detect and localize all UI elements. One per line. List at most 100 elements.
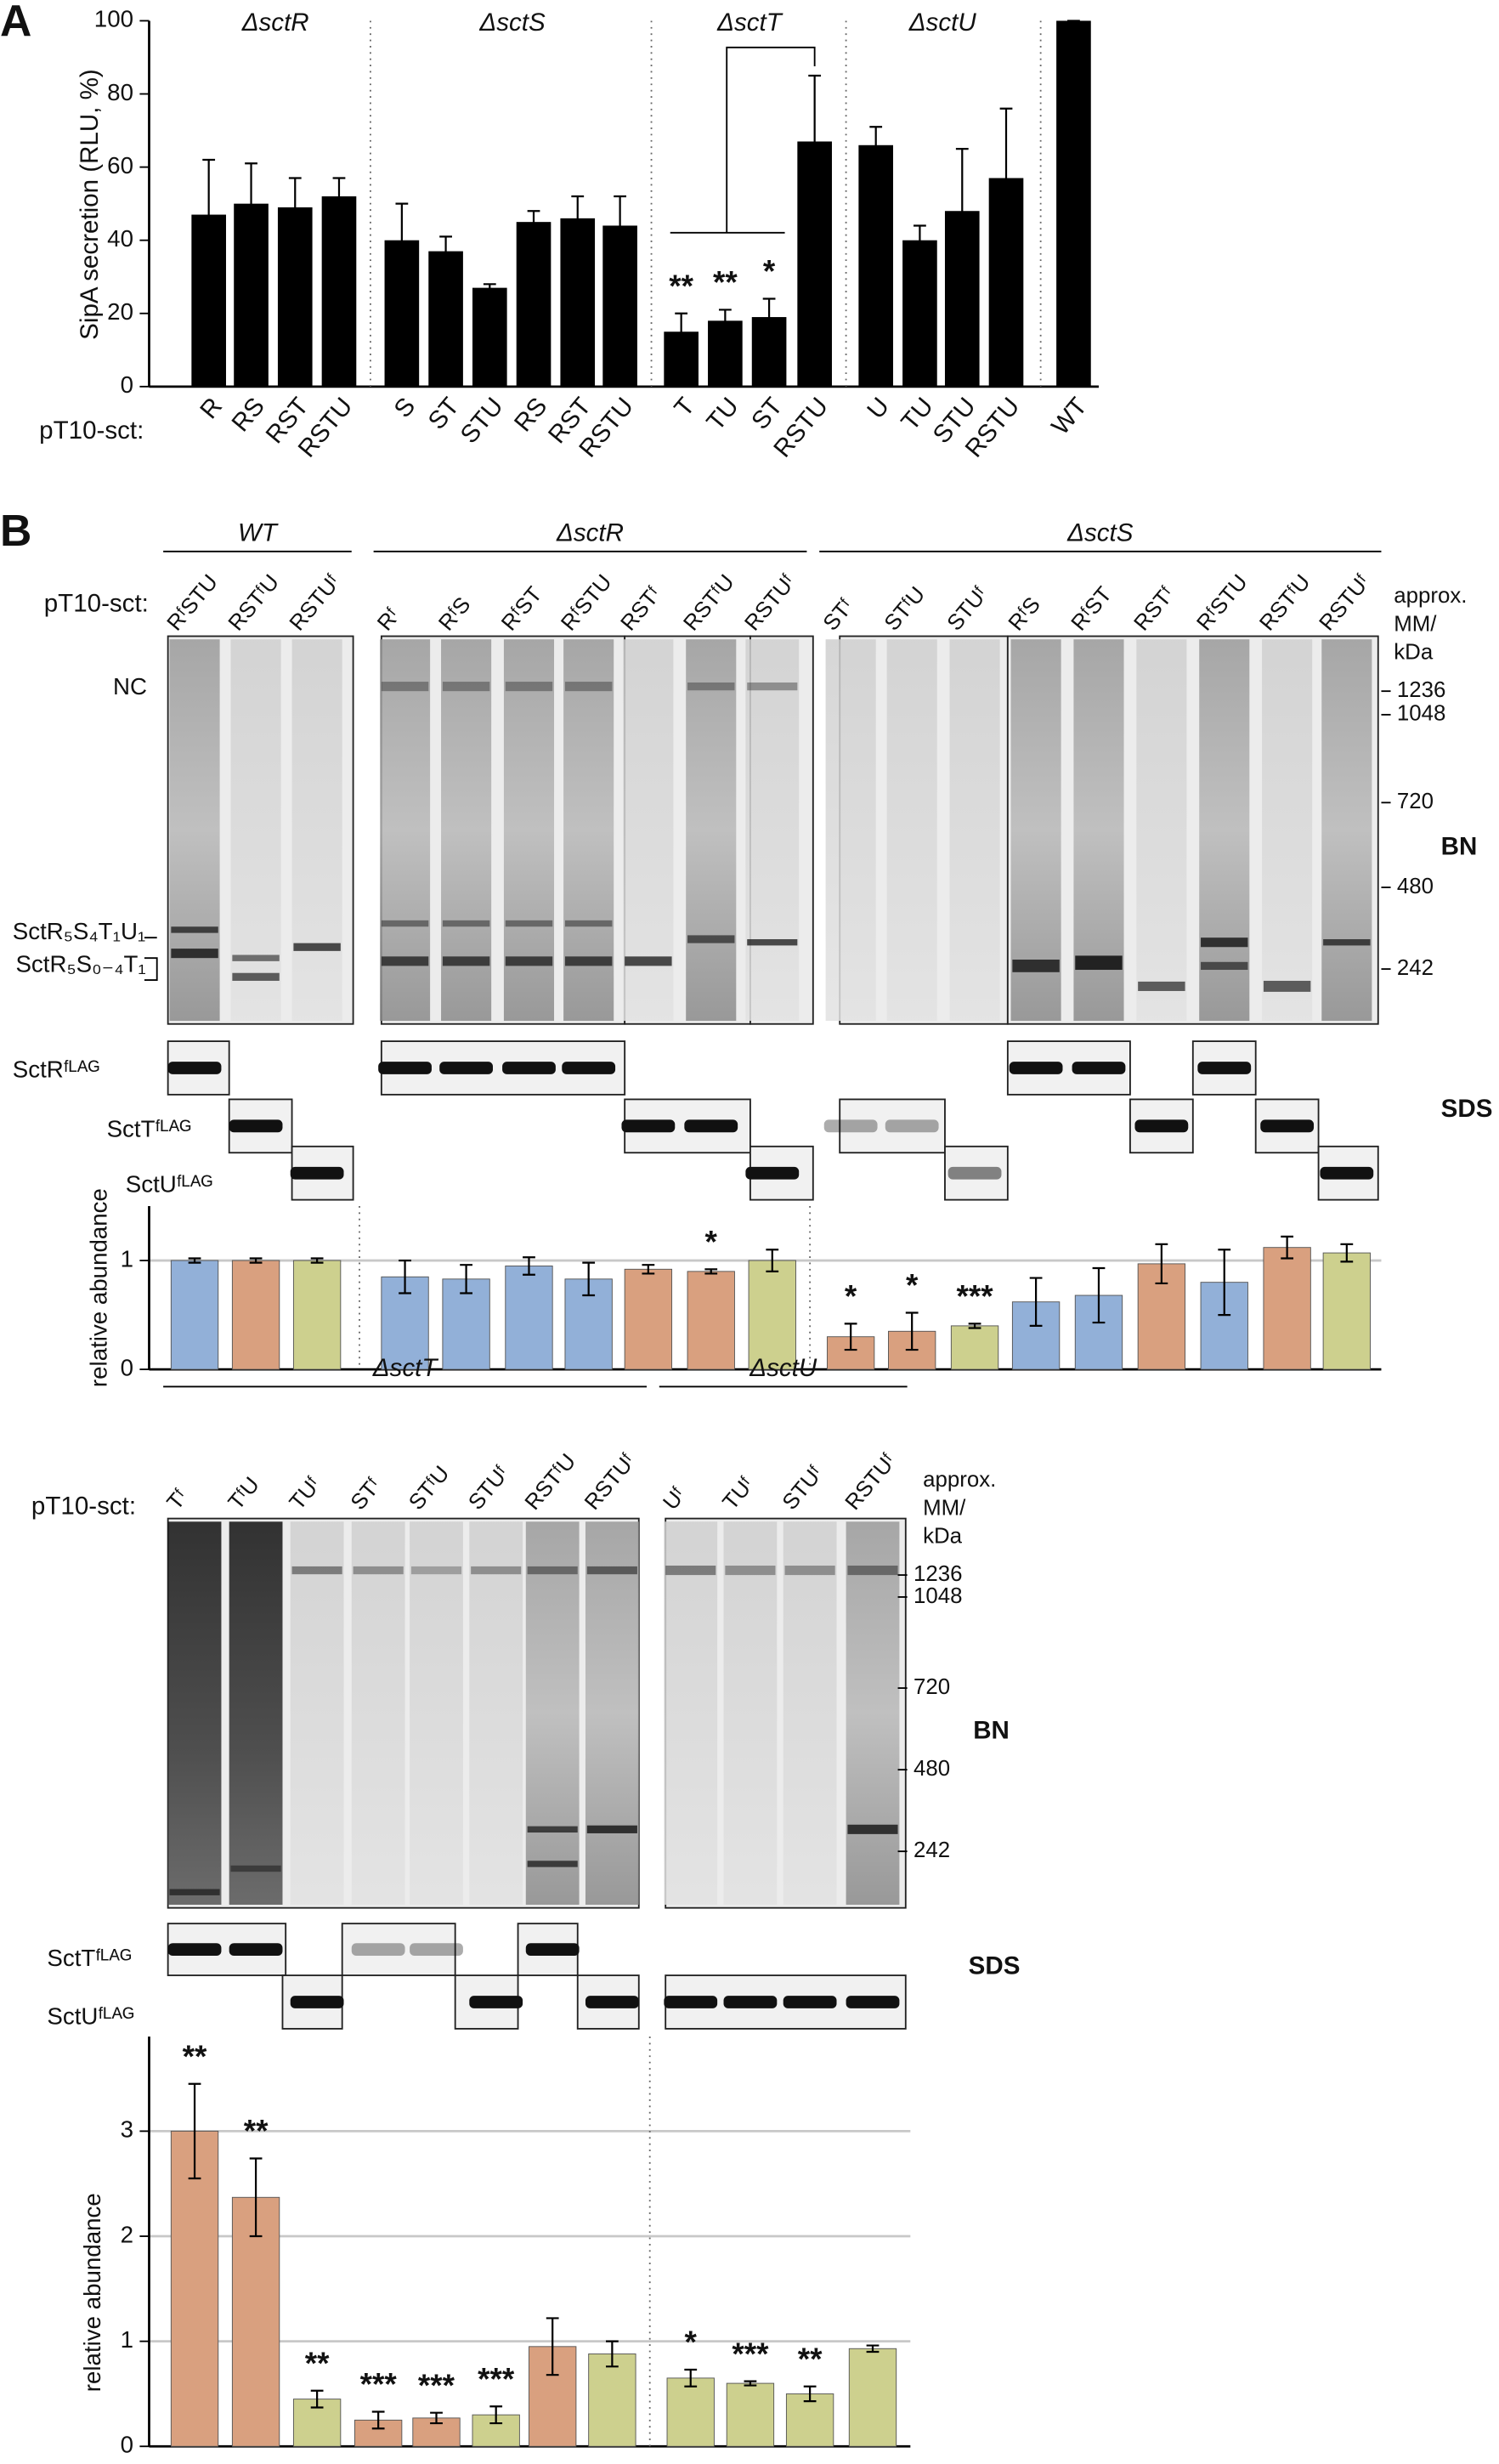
significance-label: *	[705, 1225, 718, 1260]
error-bar	[905, 1311, 919, 1351]
sds-band	[525, 1943, 580, 1957]
x-axis-label: pT10-sct:	[39, 416, 144, 445]
gel-band	[1263, 980, 1311, 992]
y-tick-label: 1	[121, 1245, 133, 1272]
gel-band	[171, 926, 218, 933]
lane-label: Uᶠ	[659, 1483, 690, 1515]
group-label: ΔsctU	[749, 1354, 817, 1382]
error-bar	[866, 2344, 880, 2354]
significance-label: **	[305, 2346, 330, 2381]
gel-band	[505, 956, 553, 966]
gel-lane	[846, 1521, 900, 1905]
sds-band	[290, 1166, 344, 1180]
gel-lane	[686, 639, 737, 1022]
sds-row-label: SctTᶠᴸᴬᴳ	[107, 1116, 192, 1142]
marker-title: kDa	[923, 1525, 963, 1549]
error-bar	[527, 210, 540, 235]
sds-row-label: SctUᶠᴸᴬᴳ	[126, 1170, 213, 1197]
gel-band	[471, 1566, 522, 1575]
gel-band	[564, 682, 613, 692]
y-tick-label: 1	[121, 2326, 133, 2353]
lane-label: RSTᶠU	[1255, 570, 1315, 635]
group-label: ΔsctR	[241, 8, 309, 37]
gel-band	[353, 1566, 404, 1575]
error-bar	[684, 2368, 698, 2388]
lane-label: RSTUᶠ	[841, 1449, 902, 1514]
gel-lane	[525, 1521, 580, 1905]
gel-lane	[585, 1521, 639, 1905]
marker-title: kDa	[1394, 641, 1434, 665]
marker-label: 1236	[914, 1562, 963, 1586]
band-label: NC	[113, 673, 147, 700]
bar	[1263, 1247, 1311, 1370]
error-bar	[310, 2389, 324, 2409]
y-tick-label: 2	[121, 2221, 133, 2247]
sds-band	[290, 1996, 344, 2008]
error-bar	[395, 202, 409, 278]
bar	[1056, 20, 1091, 387]
gel-lane	[886, 639, 937, 1022]
x-tick-label: R	[195, 393, 228, 425]
group-label: ΔsctT	[372, 1354, 439, 1382]
lane-label: RSTᶠU	[521, 1449, 580, 1514]
marker-label: 720	[914, 1675, 950, 1699]
error-bar	[1155, 1243, 1168, 1285]
sds-band	[1260, 1119, 1315, 1133]
gel-band	[527, 1566, 578, 1575]
bar	[687, 1271, 735, 1370]
gel-lane	[229, 1521, 283, 1905]
error-bar	[546, 2317, 559, 2376]
y-tick-label: 0	[121, 371, 133, 398]
significance-label: *	[906, 1268, 919, 1303]
significance-label: **	[244, 2114, 269, 2149]
gel-type-label: BN	[973, 1717, 1010, 1745]
lane-label: RᶠS	[1004, 592, 1045, 635]
group-label: ΔsctT	[716, 8, 783, 37]
gel-band	[747, 939, 798, 946]
gel-type-label: BN	[1441, 833, 1478, 861]
sds-band	[378, 1062, 432, 1074]
gel-type-label: SDS	[969, 1952, 1021, 1980]
y-tick-label: 40	[107, 225, 133, 252]
gel-band	[230, 1865, 281, 1872]
gel-type-label: SDS	[1441, 1095, 1493, 1123]
gel-band	[442, 682, 490, 692]
group-label: ΔsctS	[1066, 518, 1134, 547]
gel-panel	[341, 1923, 456, 1977]
group-label: ΔsctS	[478, 8, 546, 37]
gel-band	[1075, 955, 1123, 971]
gel-lane	[1136, 639, 1187, 1022]
gel-lane	[410, 1521, 463, 1905]
error-bar	[955, 147, 969, 275]
x-tick-label: STU	[455, 393, 508, 449]
error-bar	[808, 74, 822, 209]
sds-band	[783, 1996, 837, 2008]
marker-label: 480	[1397, 875, 1434, 898]
lane-label: RᶠS	[434, 592, 475, 635]
marker-title: approx.	[1394, 584, 1467, 608]
error-bar	[1092, 1266, 1106, 1324]
error-bar	[718, 309, 732, 333]
gel-band	[1138, 981, 1185, 991]
sds-band	[723, 1996, 778, 2008]
y-axis-label: SipA secretion (RLU, %)	[76, 69, 104, 340]
error-bar	[249, 1257, 263, 1264]
lane-label: RSTUᶠ	[1315, 570, 1375, 635]
gel-lane	[351, 1521, 405, 1905]
lane-label: RSTᶠ	[1129, 582, 1179, 635]
error-bar	[489, 2405, 503, 2425]
y-tick-label: 60	[107, 152, 133, 178]
error-bar	[439, 235, 452, 267]
error-bar	[869, 126, 883, 165]
gel-lane	[723, 1521, 778, 1905]
significance-label: ***	[360, 2367, 398, 2402]
x-tick-label: TU	[701, 393, 744, 436]
y-axis-label: relative abundance	[79, 2193, 105, 2392]
lane-label: RSTUᶠ	[286, 570, 346, 635]
gel-band	[1201, 961, 1248, 971]
sds-band	[469, 1996, 523, 2008]
gel-band	[232, 954, 280, 961]
error-bar	[523, 1256, 535, 1276]
gel-band	[442, 956, 490, 966]
bar	[231, 1260, 280, 1370]
